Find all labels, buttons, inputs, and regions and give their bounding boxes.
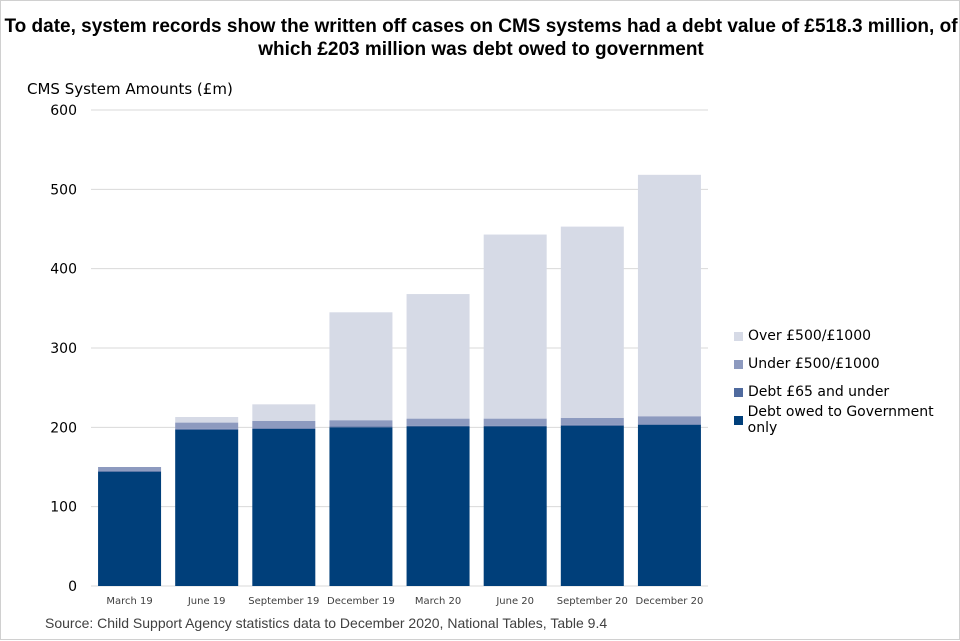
bar-segment xyxy=(483,418,547,426)
bar-segment xyxy=(637,424,701,586)
legend-swatch xyxy=(734,359,743,369)
bar-segment xyxy=(252,428,316,586)
x-tick-label: June 20 xyxy=(495,596,534,607)
y-axis-label: CMS System Amounts (£m) xyxy=(27,80,233,98)
bar-segment xyxy=(560,425,624,586)
bar-segment xyxy=(560,424,624,426)
y-tick-label: 0 xyxy=(68,579,77,595)
bar-segment xyxy=(406,294,470,419)
bar-segment xyxy=(175,417,239,423)
bar-segment xyxy=(175,429,239,586)
legend-item: Debt £65 and under xyxy=(734,378,959,406)
chart-title: To date, system records show the written… xyxy=(4,16,958,60)
y-tick-label: 200 xyxy=(50,420,77,436)
bar-segment xyxy=(175,422,239,429)
bar-segment xyxy=(483,234,547,419)
bar-segment xyxy=(252,420,316,429)
x-tick-label: December 19 xyxy=(327,596,395,607)
bar-segment xyxy=(560,226,624,418)
legend-item: Debt owed to Government only xyxy=(734,404,959,436)
bar-segment xyxy=(98,470,162,472)
legend-swatch xyxy=(734,387,743,397)
bar-segment xyxy=(637,416,701,425)
bar-segment xyxy=(637,424,701,425)
bar-segment xyxy=(175,428,239,430)
source-note: Source: Child Support Agency statistics … xyxy=(45,615,608,631)
bar-segment xyxy=(329,426,393,428)
bar-segment xyxy=(329,312,393,421)
y-tick-label: 600 xyxy=(50,103,77,119)
x-tick-label: March 20 xyxy=(415,596,461,607)
bar-segment xyxy=(406,425,470,427)
bar-segment xyxy=(483,425,547,427)
bar-segment xyxy=(98,467,162,471)
bar-segment xyxy=(406,426,470,586)
legend-label: Over £500/£1000 xyxy=(748,328,872,344)
legend-item: Under £500/£1000 xyxy=(734,350,959,378)
bar-segment xyxy=(483,426,547,586)
y-tick-label: 300 xyxy=(50,341,77,357)
bar-segment xyxy=(252,404,316,421)
bar-segment xyxy=(637,174,701,417)
legend: Over £500/£1000 Under £500/£1000 Debt £65 … xyxy=(734,322,959,436)
x-tick-label: September 20 xyxy=(557,596,628,607)
legend-swatch xyxy=(734,331,743,341)
y-tick-label: 100 xyxy=(50,500,77,516)
x-tick-label: December 20 xyxy=(636,596,704,607)
legend-label: Under £500/£1000 xyxy=(748,356,880,372)
bar-segment xyxy=(329,427,393,586)
bar-segment xyxy=(560,417,624,425)
x-tick-label: September 19 xyxy=(248,596,319,607)
bar-segment xyxy=(98,471,162,586)
bar-segment xyxy=(329,420,393,427)
y-tick-label: 400 xyxy=(50,262,77,278)
legend-item: Over £500/£1000 xyxy=(734,322,959,350)
bar-segment xyxy=(252,428,316,429)
y-tick-label: 500 xyxy=(50,182,77,198)
legend-label: Debt £65 and under xyxy=(748,384,890,400)
legend-label: Debt owed to Government only xyxy=(747,404,934,436)
bar-segment xyxy=(406,418,470,426)
x-tick-label: March 19 xyxy=(106,596,152,607)
legend-swatch xyxy=(734,415,743,425)
x-tick-label: June 19 xyxy=(187,596,226,607)
